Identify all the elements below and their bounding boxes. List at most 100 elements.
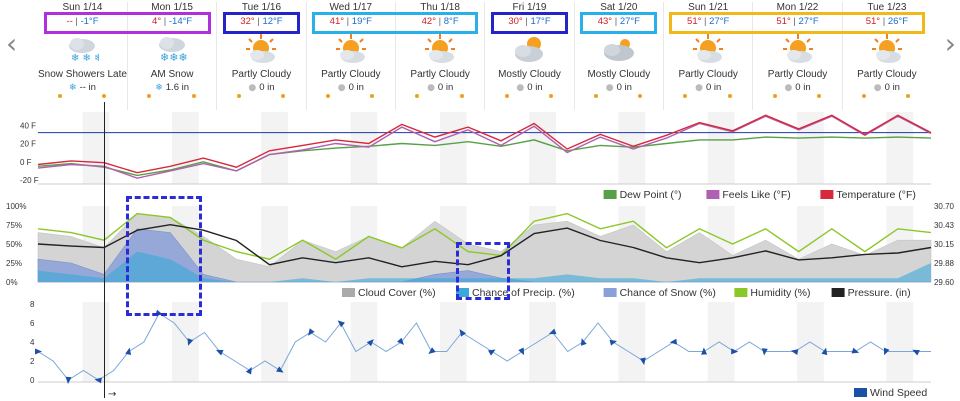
legend-label: Cloud Cover (%) (358, 287, 436, 299)
raindrop-icon: ● (873, 83, 882, 93)
precip-value: 0 in (259, 82, 275, 93)
sunrise-sunset-marks (575, 94, 663, 100)
wind-direction-arrow (125, 347, 132, 356)
precip-amount: ● 0 in (575, 81, 663, 94)
raindrop-icon: ● (248, 83, 257, 93)
wind-direction-arrow (821, 347, 828, 356)
day-date: Sun 1/14 (62, 2, 103, 13)
day-temperatures: 32° | 12°F (240, 16, 283, 27)
low-temp: 27°F (619, 16, 640, 27)
forecast-charts: 40 F 20 F 0 F -20 F Temperature (°F) Feels Li… (6, 112, 955, 400)
series-line (37, 136, 932, 177)
legend-swatch (603, 288, 617, 297)
raindrop-icon: ● (784, 83, 793, 93)
time-cursor-line[interactable] (104, 102, 105, 398)
low-temp: 8°F (443, 16, 459, 27)
condition-label: Partly Cloudy (321, 69, 381, 80)
sunrise-sunset-marks (843, 94, 931, 100)
series-line (37, 115, 932, 179)
high-temp: 51° (687, 16, 702, 27)
partly-cloudy-icon (753, 30, 841, 68)
day-column[interactable]: Fri 1/19 30° | 17°F Mostly Cloudy ● 0 in (485, 2, 575, 110)
wind-direction-arrow (609, 339, 618, 346)
night-band (82, 302, 110, 382)
condition-label: Partly Cloudy (767, 69, 828, 80)
wind-direction-arrow (459, 329, 466, 337)
high-temp: 51° (776, 16, 791, 27)
legend-label: Temperature (°F) (836, 189, 915, 201)
partly-cloudy-icon (307, 30, 395, 68)
day-column[interactable]: Mon 1/15 4° | -14°F ❄❄❄ AM Snow ❄ 1.6 in (128, 2, 218, 110)
precip-amount: ❄ 1.6 in (128, 81, 216, 94)
legend-label: Humidity (%) (750, 287, 810, 299)
tick-label: 29.88 (934, 259, 955, 268)
legend-swatch (342, 288, 355, 297)
day-date: Sat 1/20 (600, 2, 638, 13)
wind-direction-arrow (215, 349, 224, 356)
precip-value: 0 in (795, 82, 811, 93)
day-column[interactable]: Tue 1/16 32° | 12°F Partly Cloudy ● 0 in (217, 2, 307, 110)
high-temp: 32° (240, 16, 255, 27)
day-temperatures: 30° | 17°F (508, 16, 551, 27)
next-arrow-icon[interactable]: › (944, 27, 956, 60)
night-band (171, 302, 199, 382)
day-date: Mon 1/15 (151, 2, 193, 13)
night-band (707, 112, 735, 184)
day-date: Thu 1/18 (420, 2, 460, 13)
legend-swatch (820, 190, 834, 199)
night-band (886, 112, 914, 184)
sunrise-sunset-marks (485, 94, 573, 100)
low-temp: -14°F (168, 16, 193, 27)
day-column[interactable]: Sat 1/20 43° | 27°F Mostly Cloudy ● 0 in (575, 2, 665, 110)
condition-label: Partly Cloudy (678, 69, 738, 80)
mostly-cloudy-icon (485, 30, 573, 68)
svg-text:❄ ❄ ❄: ❄ ❄ ❄ (71, 53, 99, 64)
pressure-line (37, 223, 932, 268)
snow-showers-icon: ❄ ❄ ❄ (38, 30, 127, 68)
night-band (707, 302, 735, 382)
wind-direction-arrow (155, 309, 163, 316)
day-column[interactable]: Wed 1/17 41° | 19°F Partly Cloudy ● 0 in (307, 2, 396, 110)
day-date: Fri 1/19 (512, 2, 547, 13)
tick-label: 75% (6, 221, 22, 230)
wind-direction-arrow (701, 347, 708, 355)
wind-direction-arrow (731, 348, 739, 355)
sunrise-sunset-marks (38, 94, 127, 100)
night-band (529, 302, 556, 382)
tick-label: 30.43 (934, 221, 955, 230)
day-column[interactable]: Sun 1/21 51° | 27°F Partly Cloudy ● 0 in (664, 2, 754, 110)
humidity-line (37, 212, 932, 261)
day-temperatures: 41° | 19°F (329, 16, 372, 27)
tick-label: 0% (6, 278, 18, 287)
partly-cloudy-icon (664, 30, 752, 68)
legend-swatch (734, 288, 748, 297)
day-column[interactable]: Tue 1/23 51° | 26°F Partly Cloudy ● 0 in (843, 2, 931, 110)
day-column[interactable]: Sun 1/14 -- | -1°F ❄ ❄ ❄ Snow Showers Late ❄… (38, 2, 128, 110)
night-band (529, 112, 556, 184)
raindrop-icon: ● (605, 83, 614, 93)
precip-amount: ● 0 in (843, 81, 931, 94)
wind-direction-arrow (548, 328, 557, 335)
sunrise-sunset-marks (396, 94, 484, 100)
day-temperatures: -- | -1°F (66, 16, 99, 27)
precip-value: 0 in (884, 82, 900, 93)
low-temp: 17°F (530, 16, 551, 27)
cloudy-icon (575, 30, 663, 68)
precip-value: -- in (79, 82, 96, 93)
previous-arrow-icon[interactable]: ‹ (6, 27, 18, 60)
tick-label: 29.60 (934, 278, 955, 287)
day-column[interactable]: Thu 1/18 42° | 8°F Partly Cloudy ● 0 in (396, 2, 486, 110)
legend-swatch (456, 288, 469, 297)
day-temperatures: 51° | 27°F (687, 16, 730, 27)
day-date: Wed 1/17 (329, 2, 373, 13)
day-date: Tue 1/16 (241, 2, 282, 13)
legend-label: Chance of Snow (%) (620, 287, 716, 299)
wind-direction-arrow (65, 376, 72, 384)
day-column[interactable]: Mon 1/22 51° | 27°F Partly Cloudy ● 0 in (753, 2, 843, 110)
low-temp: 26°F (887, 16, 909, 27)
sunrise-sunset-marks (217, 94, 305, 100)
night-band (439, 112, 467, 184)
tick-label: 40 F (20, 121, 36, 130)
series-line (37, 114, 932, 174)
precip-amount: ● 0 in (485, 81, 573, 94)
